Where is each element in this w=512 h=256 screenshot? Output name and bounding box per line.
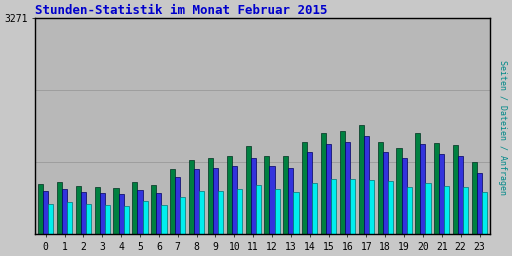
Bar: [382, 152, 388, 234]
Bar: [364, 136, 369, 234]
Text: Stunden-Statistik im Monat Februar 2015: Stunden-Statistik im Monat Februar 2015: [35, 4, 328, 17]
Bar: [269, 166, 274, 234]
Bar: [312, 183, 317, 234]
Bar: [218, 191, 223, 234]
Bar: [180, 197, 185, 234]
Bar: [463, 187, 468, 234]
Bar: [227, 156, 232, 234]
Bar: [472, 162, 477, 234]
Bar: [425, 183, 431, 234]
Bar: [48, 204, 53, 234]
Bar: [170, 169, 175, 234]
Bar: [293, 192, 298, 234]
Bar: [133, 182, 137, 234]
Bar: [331, 179, 336, 234]
Bar: [321, 133, 326, 234]
Bar: [105, 205, 110, 234]
Bar: [407, 187, 412, 234]
Bar: [458, 156, 463, 234]
Bar: [340, 131, 345, 234]
Bar: [142, 201, 147, 234]
Text: Seiten / Dateien / Anfragen: Seiten / Dateien / Anfragen: [498, 60, 507, 196]
Bar: [194, 169, 199, 234]
Bar: [369, 180, 374, 234]
Bar: [232, 166, 237, 234]
Bar: [251, 158, 255, 234]
Bar: [81, 192, 86, 234]
Bar: [345, 142, 350, 234]
Bar: [350, 179, 355, 234]
Bar: [76, 186, 81, 234]
Bar: [396, 148, 401, 234]
Bar: [57, 182, 62, 234]
Bar: [124, 206, 129, 234]
Bar: [439, 154, 444, 234]
Bar: [67, 202, 72, 234]
Bar: [213, 167, 218, 234]
Bar: [100, 193, 105, 234]
Bar: [415, 133, 420, 234]
Bar: [175, 177, 180, 234]
Bar: [307, 152, 312, 234]
Bar: [274, 189, 280, 234]
Bar: [199, 191, 204, 234]
Bar: [156, 193, 161, 234]
Bar: [444, 186, 450, 234]
Bar: [208, 158, 213, 234]
Bar: [62, 189, 67, 234]
Bar: [326, 144, 331, 234]
Bar: [377, 142, 382, 234]
Bar: [420, 144, 425, 234]
Bar: [434, 143, 439, 234]
Bar: [86, 204, 91, 234]
Bar: [189, 160, 194, 234]
Bar: [246, 146, 251, 234]
Bar: [264, 156, 269, 234]
Bar: [477, 174, 482, 234]
Bar: [119, 194, 124, 234]
Bar: [388, 182, 393, 234]
Bar: [114, 188, 119, 234]
Bar: [43, 191, 48, 234]
Bar: [359, 125, 364, 234]
Bar: [283, 156, 288, 234]
Bar: [237, 189, 242, 234]
Bar: [288, 167, 293, 234]
Bar: [161, 205, 166, 234]
Bar: [95, 187, 100, 234]
Bar: [401, 158, 407, 234]
Bar: [137, 190, 142, 234]
Bar: [482, 192, 487, 234]
Bar: [151, 185, 156, 234]
Bar: [302, 142, 307, 234]
Bar: [255, 185, 261, 234]
Bar: [453, 145, 458, 234]
Bar: [38, 184, 43, 234]
